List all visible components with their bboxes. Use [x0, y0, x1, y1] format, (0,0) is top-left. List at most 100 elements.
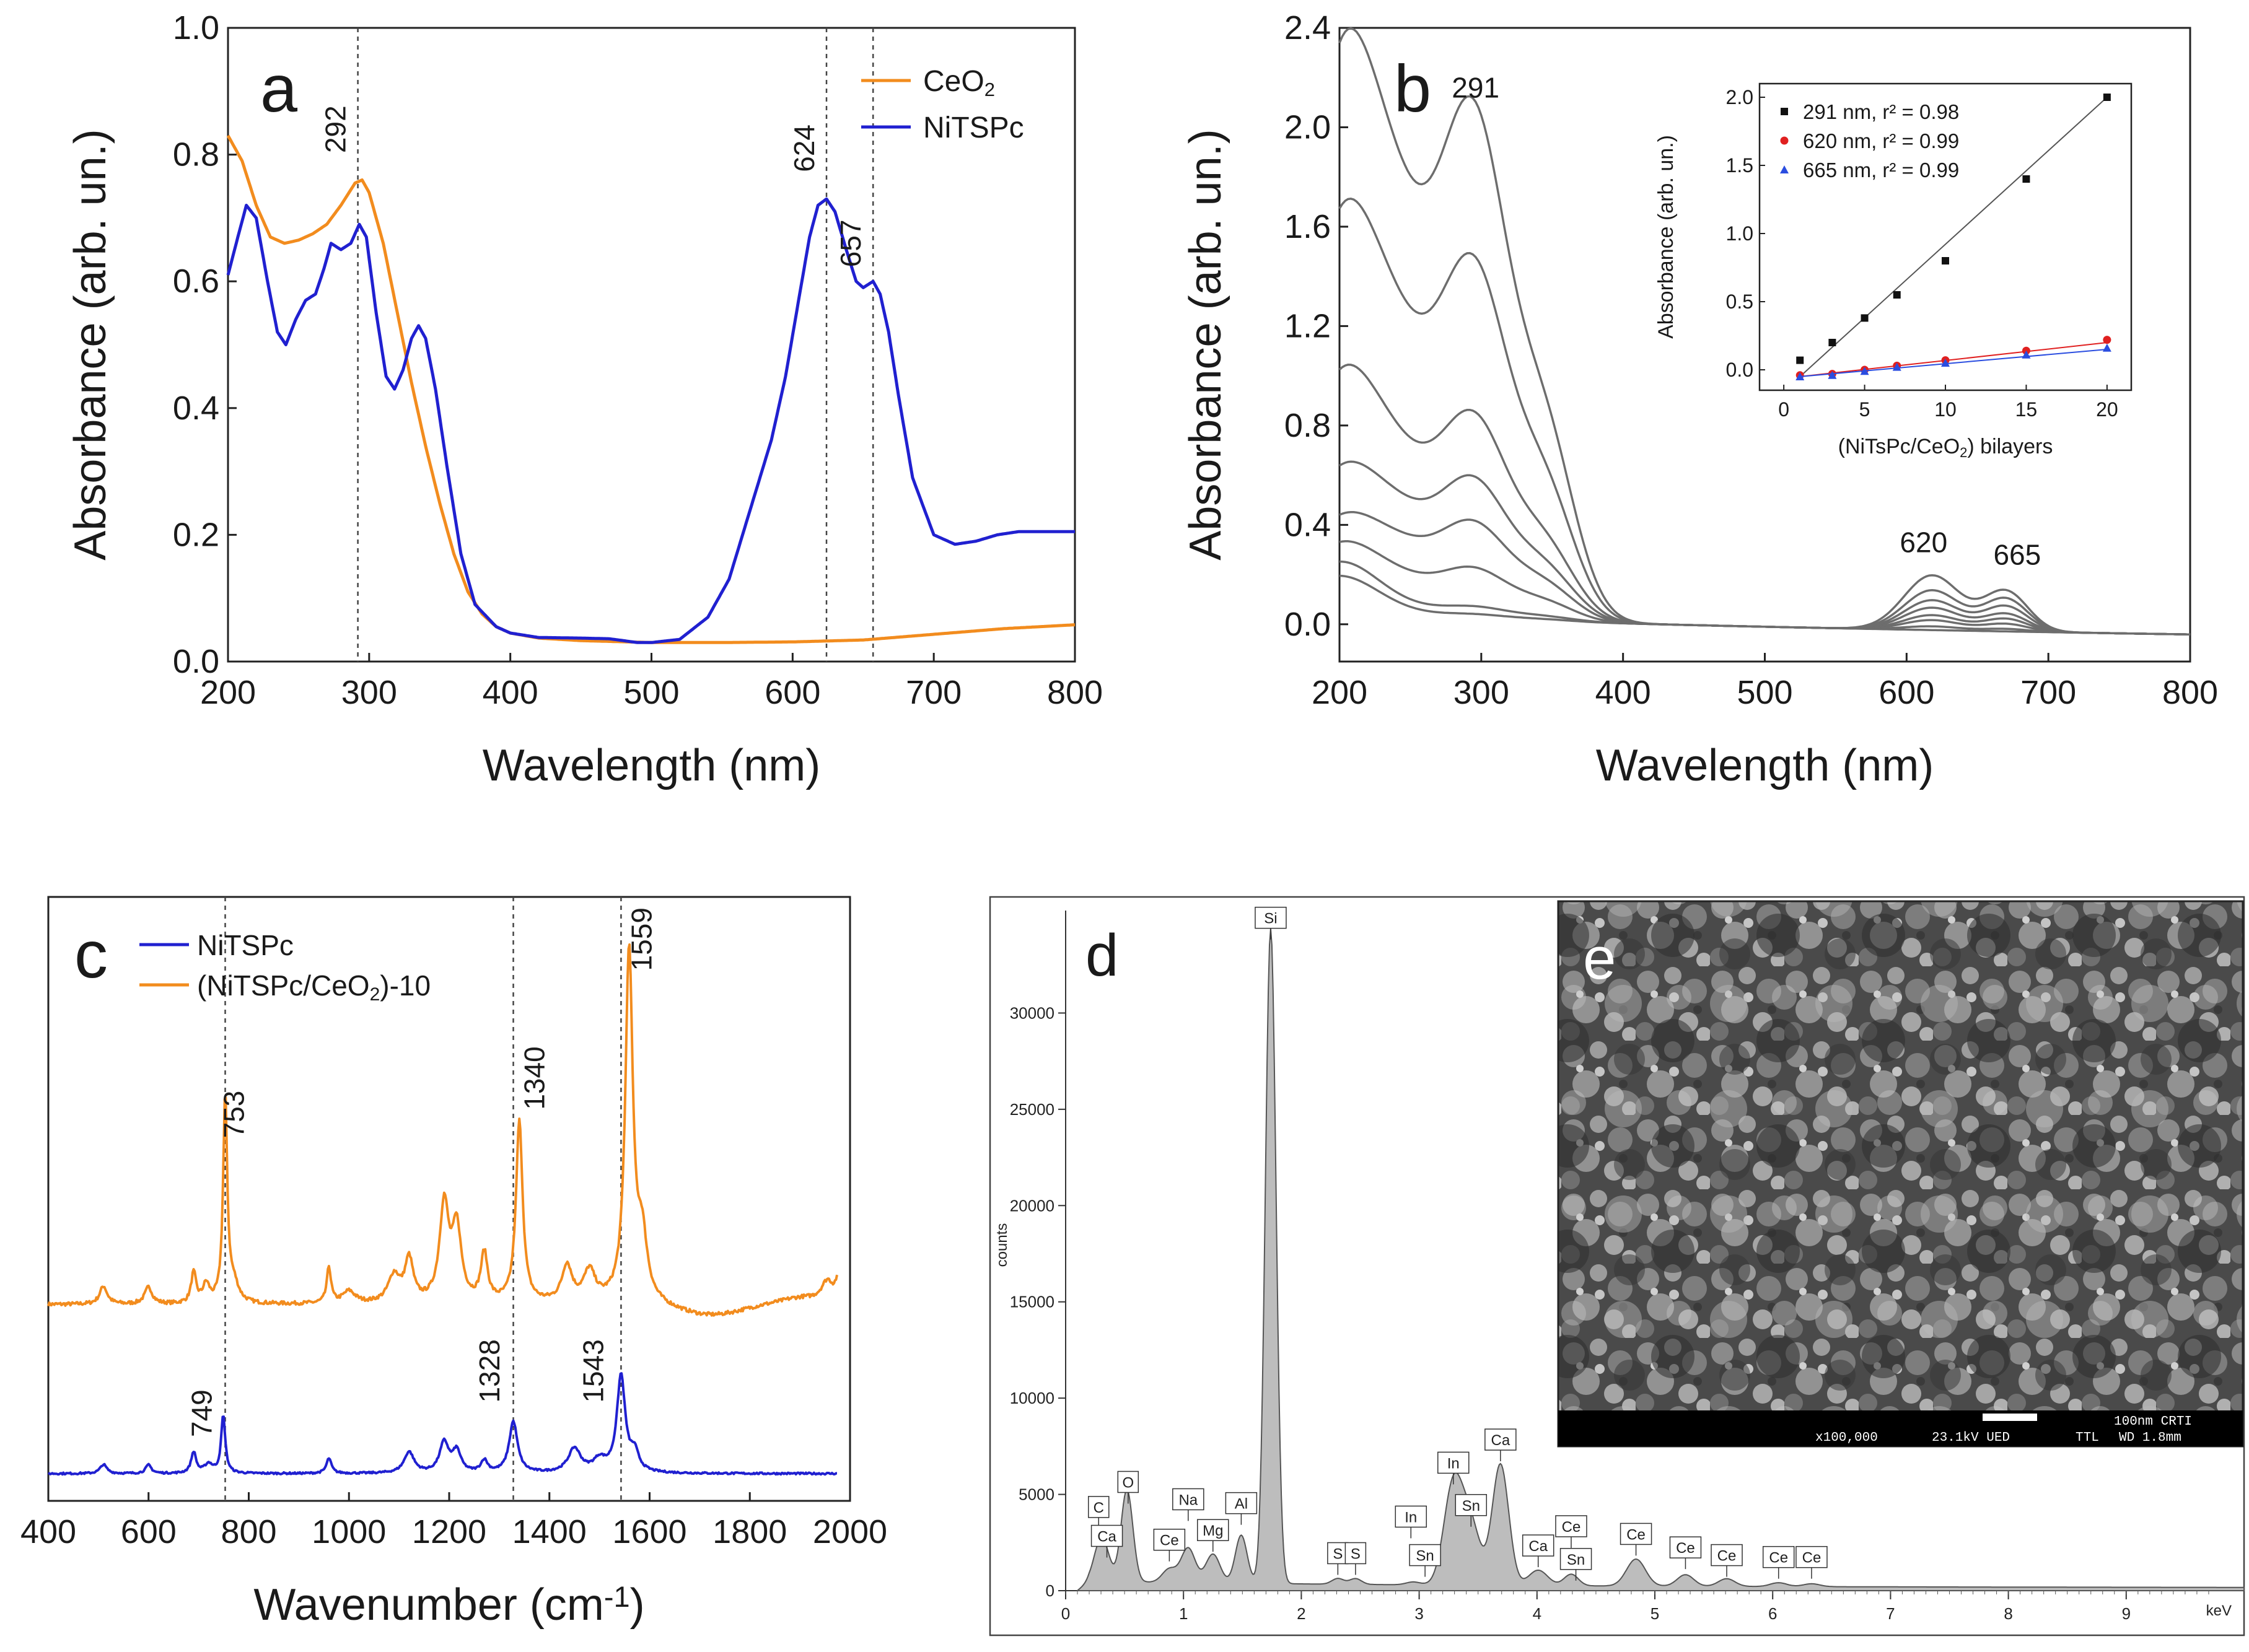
element-box	[1117, 1471, 1139, 1493]
element-label: Ce	[1802, 1550, 1822, 1567]
sem-texture-overlay	[1558, 901, 2243, 1446]
element-label: Sn	[1462, 1498, 1480, 1514]
x-tick-label: 200	[200, 674, 256, 711]
data-point	[2103, 94, 2111, 101]
legend-label: 620 nm, r² = 0.99	[1803, 129, 1959, 152]
x-tick-label: 600	[121, 1513, 177, 1550]
y-tick-label: 0.8	[1284, 407, 1331, 444]
y-tick-label: 10000	[1010, 1389, 1054, 1407]
y-tick-label: 30000	[1010, 1003, 1054, 1022]
inset-y-tick-label: 0.0	[1726, 359, 1753, 381]
inset-y-axis-label: Absorbance (arb. un.)	[1654, 135, 1678, 339]
element-box	[1225, 1492, 1258, 1514]
y-tick-label: 0.2	[173, 516, 219, 553]
element-box	[1197, 1519, 1229, 1541]
sem-voltage: 23.1kV UED	[1932, 1431, 2010, 1445]
legend-marker	[1781, 108, 1788, 115]
element-box	[1153, 1528, 1186, 1551]
element-box	[1522, 1534, 1554, 1557]
inset-x-axis-label: (NiTsPc/CeO2) bilayers	[1838, 435, 2053, 460]
element-label: Mg	[1203, 1523, 1223, 1539]
panel-label: c	[74, 917, 108, 992]
legend-label-part: CeO	[923, 65, 984, 98]
x-tick-label: 300	[1453, 674, 1509, 711]
element-label: Ce	[1160, 1532, 1179, 1549]
inset-x-tick-label: 0	[1778, 398, 1789, 421]
peak-label: 1328	[473, 1339, 506, 1402]
series-line-nitspc	[226, 197, 1076, 644]
x-tick-label: 200	[1312, 674, 1367, 711]
x-tick-label: 1600	[612, 1513, 686, 1550]
x-tick-label: 800	[2162, 674, 2218, 711]
x-axis-label-part: Wavenumber (cm	[253, 1580, 603, 1630]
x-axis-label: Wavelength (nm)	[483, 741, 821, 790]
scale-bar	[1983, 1414, 2037, 1421]
y-tick-label: 1.0	[173, 9, 219, 46]
inset-y-tick-label: 0.5	[1726, 291, 1753, 313]
fit-line	[1800, 342, 2107, 377]
x-tick-label: 500	[1737, 674, 1792, 711]
element-label: C	[1094, 1500, 1104, 1516]
x-tick-label: 800	[1047, 674, 1103, 711]
y-tick-label: 0.0	[173, 643, 219, 680]
element-box	[1620, 1523, 1652, 1545]
inset-frame	[1758, 82, 2133, 391]
x-axis-label-part: )	[630, 1580, 645, 1630]
element-label: S	[1351, 1545, 1361, 1562]
x-tick-label: 4	[1533, 1604, 1541, 1623]
legend-label: (NiTSPc/CeO2)-10	[197, 969, 431, 1005]
peak-label: 1543	[577, 1339, 609, 1402]
x-tick-label: 600	[765, 674, 820, 711]
element-box	[1669, 1536, 1702, 1558]
element-box	[1255, 906, 1287, 929]
peak-label: 1559	[626, 907, 658, 971]
data-point	[1860, 367, 1869, 375]
x-tick-label: 1400	[512, 1513, 587, 1550]
y-tick-label: 5000	[1019, 1485, 1054, 1504]
element-label: Ce	[1676, 1540, 1695, 1557]
spectrum-line	[1339, 460, 2191, 636]
x-tick-label: 400	[1595, 674, 1651, 711]
x-tick-label: 9	[2122, 1604, 2131, 1623]
sem-scale-text: 100nm CRTI	[2114, 1415, 2192, 1429]
panel-label: a	[260, 51, 298, 126]
legend-label: CeO2	[923, 65, 995, 100]
inset-y-tick-label: 1.0	[1726, 222, 1753, 245]
data-point	[2022, 350, 2031, 359]
x-tick-label: 5	[1651, 1604, 1659, 1623]
data-point	[1941, 359, 1950, 367]
element-box	[1711, 1544, 1743, 1567]
element-label: Al	[1235, 1496, 1248, 1513]
data-point	[1795, 372, 1805, 380]
element-box	[1455, 1494, 1488, 1516]
data-point	[2103, 336, 2111, 344]
x-tick-label: 300	[341, 674, 397, 711]
x-tick-label: 500	[623, 674, 679, 711]
x-tick-label: 700	[906, 674, 962, 711]
peak-label: 620	[1900, 526, 1947, 558]
legend-label-part: NiTSPc	[923, 111, 1024, 144]
y-tick-label: 20000	[1010, 1196, 1054, 1215]
inset-x-tick-label: 15	[2015, 398, 2038, 421]
inset-x-tick-label: 10	[1934, 398, 1957, 421]
x-tick-label: 7	[1886, 1604, 1895, 1623]
y-tick-label: 1.2	[1284, 307, 1331, 344]
x-axis-label: Wavelength (nm)	[1596, 741, 1934, 790]
panel-label: b	[1394, 51, 1431, 126]
y-axis-label: Absorbance (arb. un.)	[66, 129, 115, 560]
plot-frame	[47, 896, 851, 1502]
element-box	[1090, 1524, 1123, 1547]
spectrum-line	[1339, 510, 2191, 636]
inset-x-tick-label: 20	[2096, 398, 2118, 421]
data-point	[2022, 175, 2030, 183]
x-tick-label: 800	[221, 1513, 276, 1550]
element-label: Sn	[1416, 1548, 1434, 1565]
y-tick-label: 0.4	[1284, 506, 1331, 543]
y-tick-label: 2.0	[1284, 108, 1331, 146]
x-tick-label: 400	[20, 1513, 76, 1550]
element-label: Ca	[1491, 1432, 1510, 1449]
x-axis-label: Wavenumber (cm-1)	[253, 1580, 644, 1630]
peak-label: 749	[186, 1389, 218, 1437]
x-tick-label: 6	[1768, 1604, 1777, 1623]
element-label: In	[1447, 1455, 1460, 1472]
